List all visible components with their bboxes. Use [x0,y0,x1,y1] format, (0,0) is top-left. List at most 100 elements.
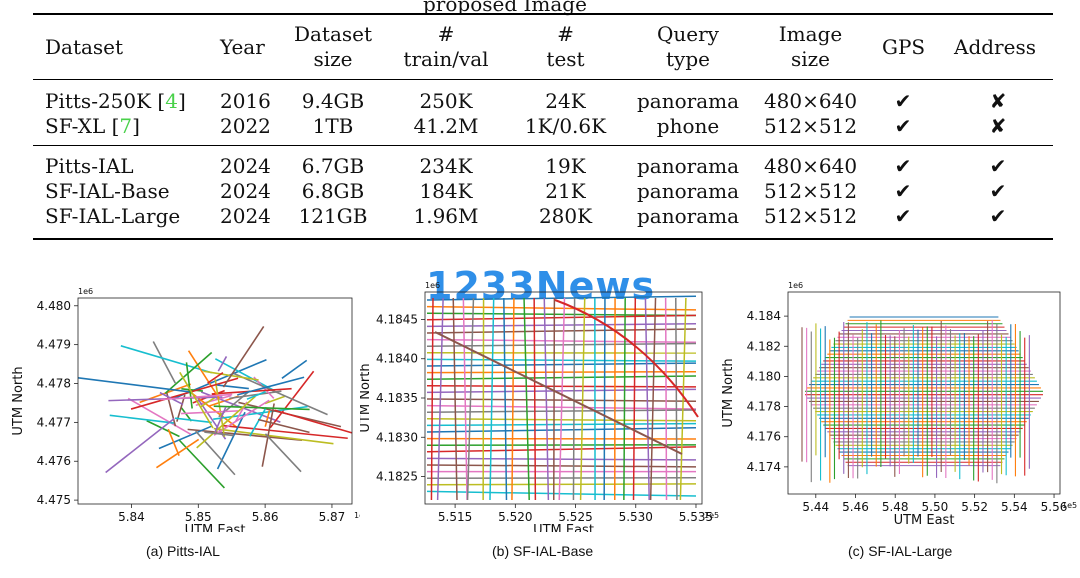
axes-frame [77,297,353,505]
y-tick-label: 4.479 [37,338,71,352]
header-train-1: # [437,22,455,46]
road-trace [434,331,683,455]
row-year: 2016 [220,89,271,113]
road-trace [426,338,697,344]
road-trace [603,297,606,501]
row-query: panorama [636,89,740,113]
row-test: 19K [545,154,586,178]
row-size: 1TB [312,114,354,138]
road-trace [233,372,328,416]
caption-a: (a) Pitts-IAL [146,543,220,559]
road-trace [174,417,212,424]
road-trace [199,395,217,408]
y-tick-label: 4.184 [747,309,781,323]
road-trace [160,393,233,401]
y-tick-label: 4.476 [37,454,71,468]
x-exponent: 1e5 [354,511,360,520]
road-trace [146,420,180,438]
road-trace [679,297,687,501]
y-exponent: 1e6 [788,282,803,290]
x-tick-label: 5.46 [842,500,869,514]
road-trace [185,362,193,409]
road-trace [632,297,637,501]
y-tick-label: 4.480 [37,299,71,313]
road-trace [229,390,282,400]
road-trace [176,394,186,422]
header-test-1: # [557,22,574,46]
road-network [801,316,1043,484]
road-trace [426,358,697,362]
road-trace [181,387,203,392]
road-trace [222,326,265,388]
header-query-2: type [666,47,710,71]
row-name: Pitts-250K [4] [45,89,186,113]
row-train: 1.96M [413,204,479,228]
x-tick-label: 5.525 [558,510,592,524]
road-trace [217,384,249,390]
row-year: 2024 [220,154,271,178]
road-trace [426,328,697,334]
citation-link[interactable]: 7 [119,114,133,138]
row-image: 512×512 [763,179,858,203]
row-train: 41.2M [413,114,479,138]
x-tick-label: 5.52 [961,500,988,514]
row-year: 2024 [220,204,271,228]
road-trace [105,417,175,474]
road-trace [264,410,271,427]
address-check-icon: ✔ [989,179,1007,203]
y-tick-label: 4.176 [747,430,781,444]
road-trace [572,297,576,501]
row-image: 512×512 [763,114,858,138]
row-train: 234K [419,154,473,178]
address-cross-icon: ✘ [989,89,1007,113]
row-query: panorama [636,204,740,228]
road-trace [436,297,444,501]
road-trace [281,359,308,379]
road-trace [466,297,475,501]
row-year: 2022 [220,114,271,138]
road-trace [274,409,353,434]
header-gps: GPS [882,35,926,59]
y-exponent: 1e6 [425,282,440,290]
x-tick-label: 5.84 [118,510,145,524]
road-trace [237,376,305,396]
row-train: 184K [419,179,473,203]
plot-sf-ial-base: 5.515 5.520 5.525 5.530 5.535 4.1825 4.1830 4.1… [360,282,719,532]
plot-sf-ial-large: 5.44 5.46 5.48 5.50 5.52 5.54 5.56 4.174 4.176 4.… [721,282,1077,528]
road-network [426,295,699,501]
road-trace [511,297,515,501]
road-trace [489,297,495,501]
road-trace [644,297,650,501]
road-trace [187,350,220,400]
road-trace [426,312,697,317]
row-size: 9.4GB [301,89,365,113]
road-trace [246,390,266,400]
x-axis-label: UTM East [185,523,246,532]
x-exponent: 1e5 [704,511,719,520]
road-trace [264,433,302,473]
row-test: 1K/0.6K [524,114,607,138]
road-trace [426,457,697,461]
y-axis-label: UTM North [360,363,373,432]
road-trace [558,297,566,501]
row-query: panorama [636,154,740,178]
header-rule [33,79,1053,81]
header-image-1: Image [778,22,843,46]
road-trace [214,379,226,437]
road-trace [207,371,224,384]
x-exponent: 1e5 [1062,501,1077,510]
road-trace [158,425,212,450]
road-trace [217,356,228,372]
y-tick-label: 4.1825 [376,470,418,484]
road-trace [167,428,180,456]
row-image: 512×512 [763,204,858,228]
road-trace [426,375,697,380]
road-trace [127,397,192,436]
road-trace [426,446,697,453]
citation-link[interactable]: 4 [165,89,178,113]
gps-check-icon: ✔ [894,204,912,228]
road-trace [257,418,310,434]
top-rule [33,13,1053,15]
y-tick-label: 4.1830 [376,430,418,444]
mid-rule [33,145,1053,147]
